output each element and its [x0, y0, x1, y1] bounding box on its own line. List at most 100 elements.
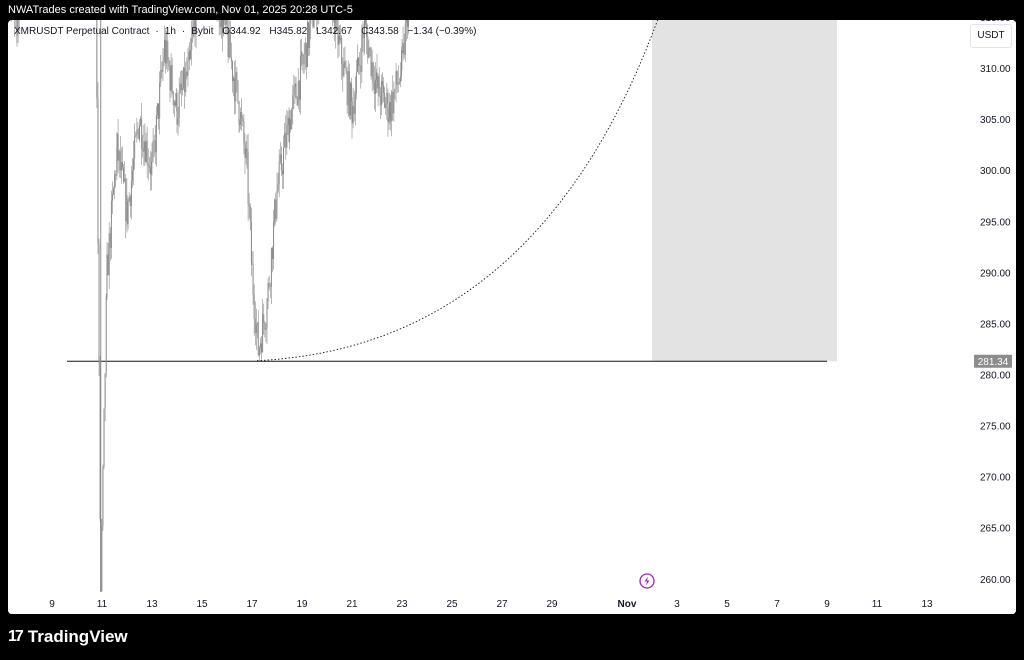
- candle-body: [128, 196, 130, 202]
- candle-body: [219, 21, 221, 28]
- candle-body: [139, 125, 140, 139]
- candle-body: [115, 174, 117, 176]
- candle-body: [401, 50, 403, 53]
- candle-body: [365, 20, 367, 25]
- candle-body: [310, 20, 312, 24]
- candle-body: [297, 80, 299, 106]
- x-tick-label: 9: [49, 599, 55, 610]
- candle-body: [165, 39, 167, 64]
- candle-body: [287, 117, 289, 126]
- candle-body: [226, 20, 228, 32]
- chart-frame[interactable]: 260.00 265.00 270.00 275.00 280.00 285.00 290.…: [8, 20, 1016, 614]
- y-tick-label: 270.00: [980, 473, 1011, 484]
- candle-body: [221, 20, 223, 34]
- candle-body: [162, 61, 164, 72]
- candle-body: [360, 65, 362, 73]
- candle-body: [372, 62, 374, 83]
- candle-body: [285, 132, 287, 148]
- symbol-interval[interactable]: 1h: [164, 26, 176, 37]
- candle-body: [140, 118, 142, 126]
- candle-body: [296, 97, 298, 106]
- candle-body: [270, 247, 272, 287]
- candle-body: [346, 70, 348, 106]
- candle-body: [124, 178, 126, 182]
- candle-body: [110, 200, 112, 248]
- candle-body: [111, 194, 113, 201]
- candle-body: [246, 148, 248, 152]
- candle-body: [168, 60, 170, 67]
- candle-body: [393, 91, 395, 114]
- candle-body: [149, 167, 151, 175]
- candle-body: [193, 20, 195, 30]
- candle-body: [293, 87, 295, 96]
- candle-body: [384, 92, 386, 108]
- candle-body: [349, 83, 351, 116]
- candle-body: [160, 69, 162, 83]
- candle-body: [286, 125, 288, 148]
- y-tick-label: 280.00: [980, 371, 1011, 382]
- candle-body: [144, 141, 146, 162]
- candle-body: [369, 47, 371, 49]
- candle-body: [268, 282, 270, 287]
- y-tick-label: 275.00: [980, 422, 1011, 433]
- candle-body: [255, 324, 257, 334]
- candle-body: [339, 35, 340, 40]
- candle-body: [258, 347, 260, 356]
- candle-body: [344, 61, 346, 68]
- candle-body: [105, 296, 107, 374]
- candle-body: [239, 123, 240, 125]
- tradingview-logo-icon: 17: [8, 628, 24, 645]
- candle-body: [195, 20, 197, 35]
- candle-body: [368, 48, 370, 58]
- candle-body: [238, 101, 240, 124]
- y-tick-label: 260.00: [980, 575, 1011, 586]
- x-tick-label: 13: [146, 599, 158, 610]
- candle-body: [151, 161, 153, 175]
- ohlc-high: H345.82: [269, 26, 308, 37]
- candle-body: [155, 114, 157, 153]
- candle-body: [295, 83, 297, 98]
- symbol-name[interactable]: XMRUSDT Perpetual Contract: [14, 26, 150, 37]
- candle-body: [187, 60, 189, 76]
- candle-body: [244, 143, 246, 158]
- candle-body: [278, 161, 280, 185]
- candle-body: [304, 43, 306, 55]
- candle-body: [120, 162, 122, 171]
- candle-body: [172, 91, 174, 106]
- x-tick-label: 21: [346, 599, 358, 610]
- candle-body: [245, 148, 247, 158]
- x-tick-label: 3: [674, 599, 680, 610]
- candle-body: [338, 35, 340, 45]
- candle-body: [194, 20, 196, 35]
- x-tick-label: 7: [774, 599, 780, 610]
- candle-body: [340, 37, 342, 40]
- candle-body: [337, 20, 339, 45]
- symbol-legend[interactable]: XMRUSDT Perpetual Contract · 1h · Bybit O344…: [14, 26, 482, 37]
- candle-body: [141, 118, 143, 149]
- currency-button[interactable]: USDT: [970, 24, 1012, 48]
- candle-body: [283, 147, 285, 175]
- candle-body: [154, 140, 156, 153]
- candle-body: [290, 119, 292, 130]
- candle-body: [127, 201, 129, 224]
- candle-body: [289, 119, 290, 143]
- candle-body: [129, 196, 131, 207]
- candle-body: [17, 20, 19, 35]
- candle-body: [312, 20, 314, 27]
- price-chart[interactable]: 260.00 265.00 270.00 275.00 280.00 285.00 290.…: [8, 20, 1016, 614]
- candle-body: [223, 20, 225, 34]
- candle-body: [386, 92, 388, 104]
- price-axis[interactable]: [970, 20, 1016, 614]
- candle-body: [228, 30, 230, 58]
- candle-body: [153, 140, 155, 142]
- candle-body: [164, 39, 165, 58]
- time-axis[interactable]: [8, 592, 1016, 614]
- x-tick-label: 27: [496, 599, 508, 610]
- candle-body: [345, 67, 347, 71]
- candle-body: [261, 343, 263, 353]
- x-tick-label: 13: [921, 599, 933, 610]
- candle-body: [392, 91, 394, 114]
- candle-body: [348, 71, 350, 116]
- candle-body: [267, 282, 269, 302]
- x-tick-label: 19: [296, 599, 308, 610]
